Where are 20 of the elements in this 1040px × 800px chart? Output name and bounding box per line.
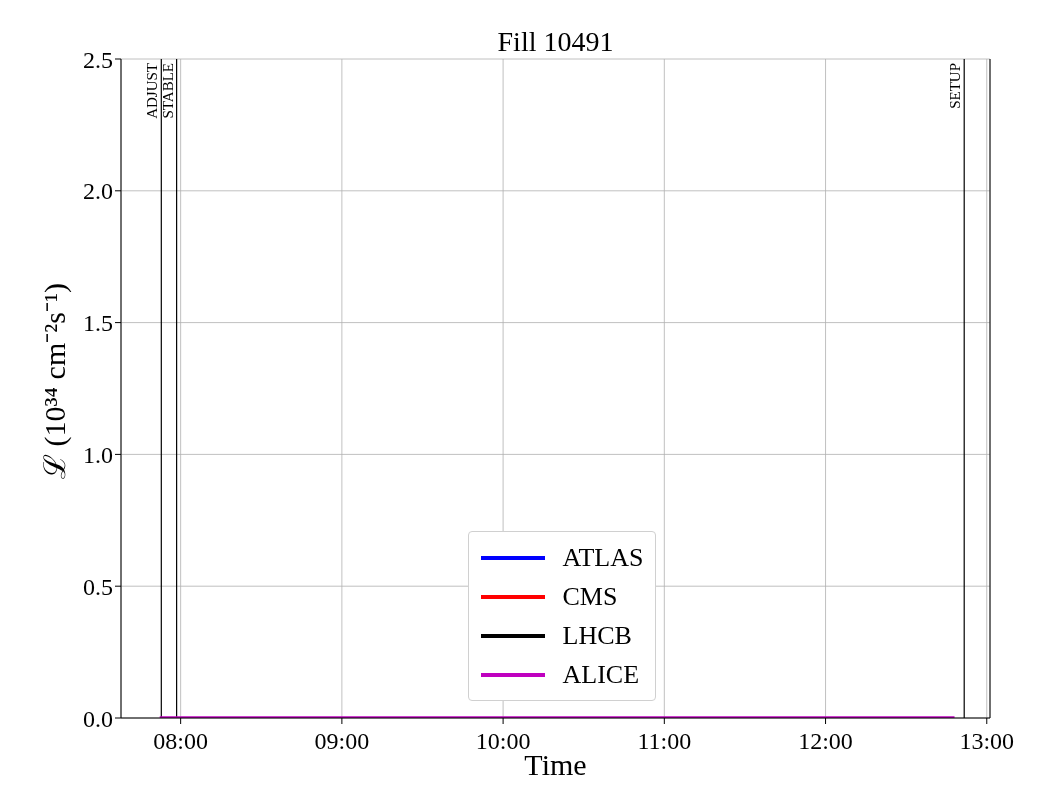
x-tick-label: 08:00 (153, 728, 208, 755)
legend-label: ATLAS (562, 542, 644, 574)
legend-label: LHCB (562, 620, 632, 652)
x-tick-label: 12:00 (798, 728, 853, 755)
y-tick-label: 0.5 (83, 573, 113, 600)
y-tick-label: 0.0 (83, 705, 113, 732)
y-tick-label: 1.0 (83, 441, 113, 468)
y-tick-label: 1.5 (83, 310, 113, 337)
ref-line-label: ADJUST (144, 63, 161, 119)
ref-line-label: STABLE (159, 63, 176, 119)
legend-label: CMS (562, 581, 618, 613)
legend-label: ALICE (562, 659, 640, 691)
x-tick-label: 11:00 (637, 728, 692, 755)
y-tick-label: 2.5 (83, 46, 113, 73)
y-tick-label: 2.0 (83, 178, 113, 205)
chart-title: Fill 10491 (496, 26, 615, 58)
ref-line-label: SETUP (947, 63, 964, 109)
x-tick-label: 13:00 (959, 728, 1015, 755)
y-axis-title: ℒ (10³⁴ cm⁻²s⁻¹) (36, 283, 72, 479)
x-tick-label: 09:00 (314, 728, 370, 755)
